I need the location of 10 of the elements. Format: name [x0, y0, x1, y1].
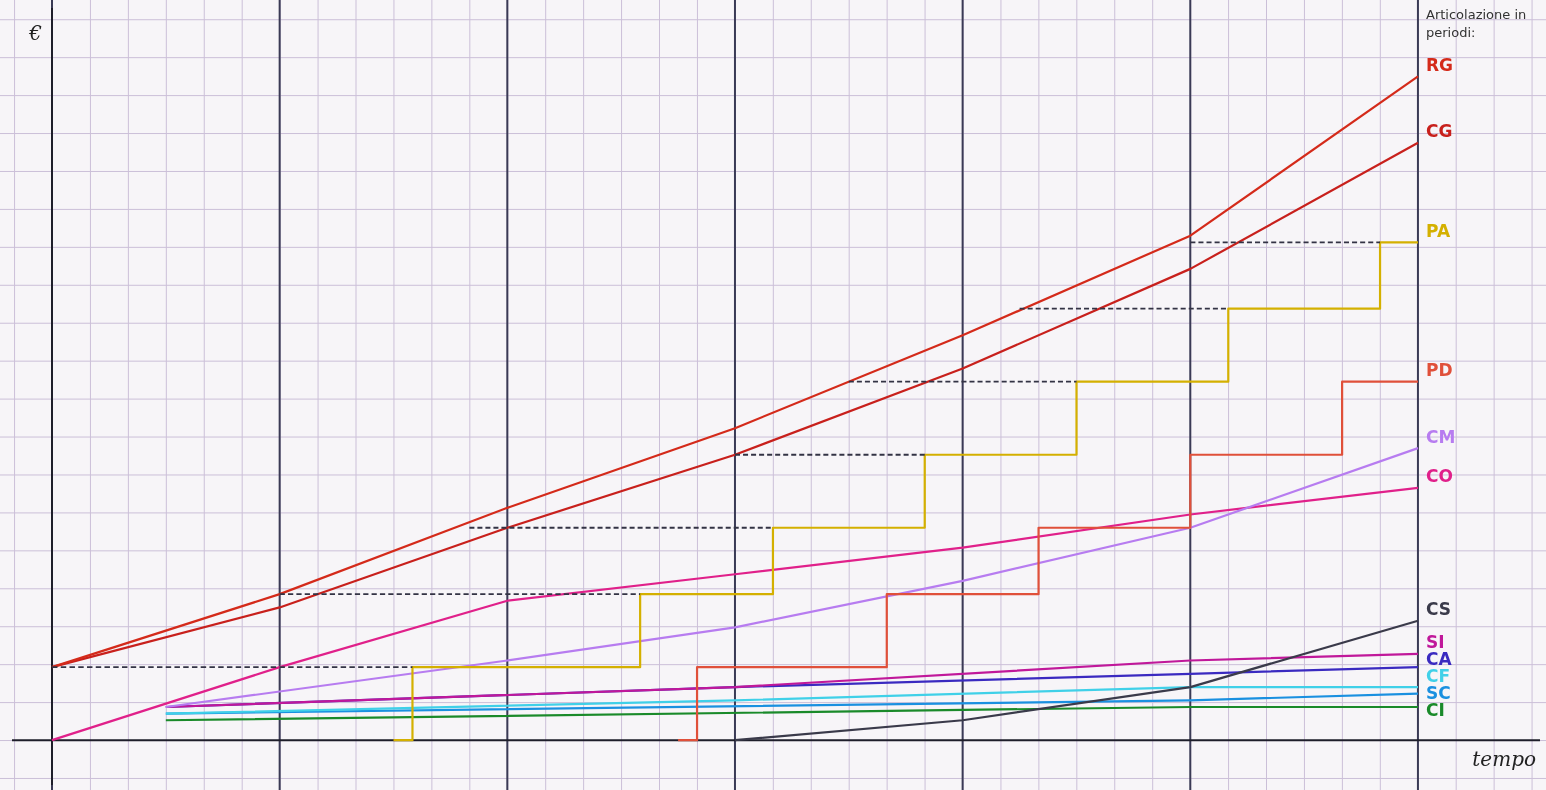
y-axis-title: €: [28, 21, 43, 45]
text: Articolazione in periodi:: [1426, 6, 1528, 42]
x-axis-title: tempo: [1472, 747, 1536, 772]
series-label: CM: [1426, 426, 1456, 447]
series-label: CG: [1426, 121, 1453, 142]
series-label: RG: [1426, 54, 1454, 75]
series-label: CO: [1426, 466, 1453, 487]
series-label: CS: [1426, 599, 1452, 620]
series-label: PA: [1426, 220, 1451, 241]
series-label: PD: [1426, 360, 1453, 381]
